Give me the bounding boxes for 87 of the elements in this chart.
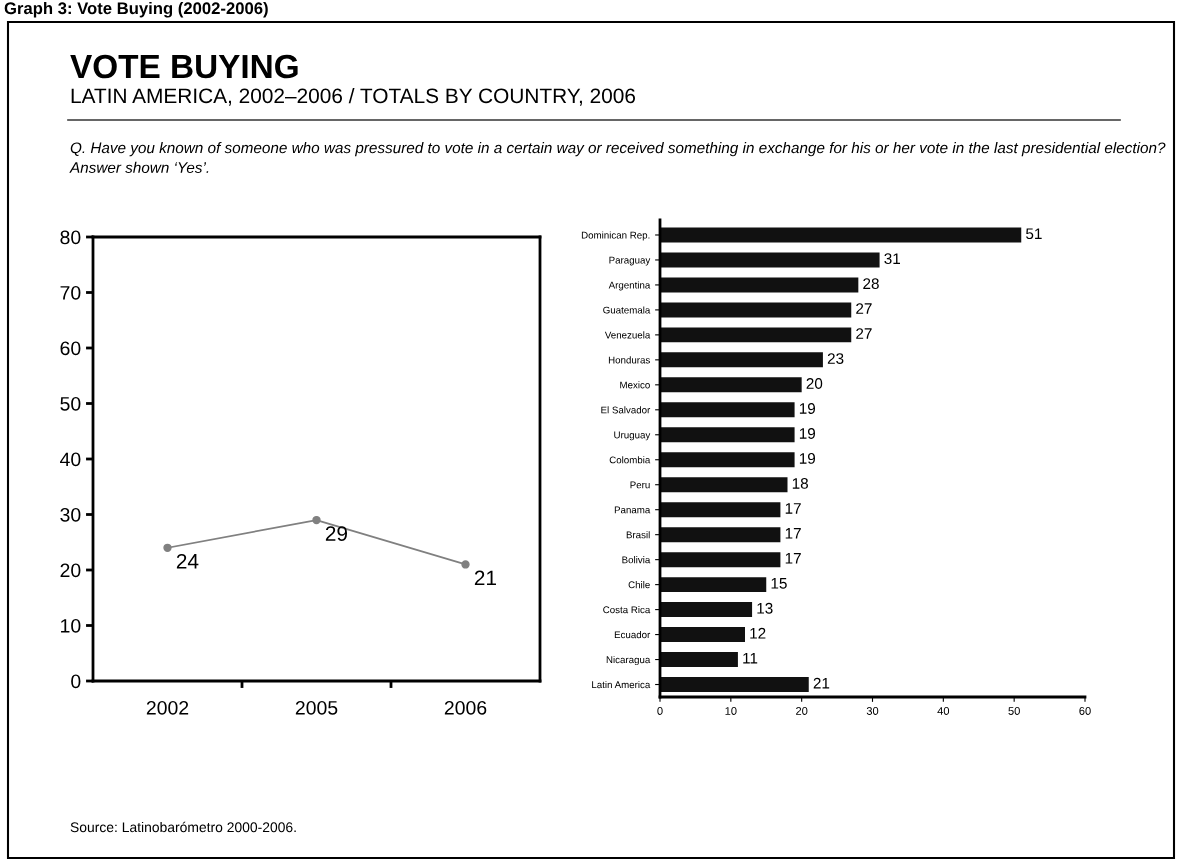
- data-label: 17: [785, 553, 801, 564]
- bar: [660, 677, 809, 693]
- y-tick-label: 10: [61, 618, 81, 633]
- data-label: 11: [743, 652, 758, 664]
- y-tick-label: 0: [71, 674, 81, 689]
- y-tick-label: Ecuador: [614, 631, 651, 639]
- y-tick-label: Chile: [628, 581, 650, 589]
- y-tick-label: 70: [60, 285, 81, 300]
- y-tick-label: Dominican Rep.: [581, 231, 650, 241]
- chart-title: VOTE BUYING: [70, 54, 298, 79]
- bar: [660, 252, 880, 268]
- bar: [660, 277, 859, 293]
- x-tick-label: 60: [1079, 707, 1091, 715]
- data-label: 19: [799, 428, 816, 439]
- source-note: Source: Latinobarómetro 2000-2006.: [70, 821, 296, 833]
- data-label: 21: [474, 570, 496, 586]
- data-label: 17: [785, 528, 801, 539]
- y-tick-label: 20: [60, 563, 81, 578]
- y-tick-label: Colombia: [609, 456, 651, 464]
- data-label: 27: [856, 303, 872, 314]
- data-label: 28: [863, 278, 879, 290]
- bar: [660, 527, 781, 543]
- x-tick-label: 50: [1008, 707, 1020, 715]
- bar: [660, 227, 1022, 243]
- point: [312, 515, 321, 525]
- y-tick-label: Nicaragua: [606, 656, 651, 666]
- data-label: 23: [827, 353, 844, 364]
- y-tick-label: Argentina: [608, 281, 651, 291]
- bar: [660, 602, 753, 618]
- bar: [660, 552, 781, 568]
- x-tick-label: 20: [796, 707, 808, 715]
- bar: [660, 627, 745, 643]
- y-tick-label: Venezuela: [604, 331, 651, 339]
- y-tick-label: 60: [60, 341, 81, 356]
- text: Q. Have you known of someone who was pressured to vote in a certain way or received something in exchange for his or her vote in the last presidential election? Answer shown ‘Yes’.: [69, 142, 1166, 173]
- data-label: 13: [757, 602, 773, 614]
- y-tick-label: El Salvador: [601, 406, 651, 414]
- y-tick-label: Bolivia: [622, 556, 651, 564]
- bar: [660, 402, 795, 418]
- y-tick-label: Costa Rica: [603, 606, 651, 614]
- data-label: 19: [799, 403, 816, 414]
- x-tick-label: 2005: [295, 700, 338, 715]
- bar: [660, 477, 788, 493]
- y-tick-label: Guatemala: [603, 306, 651, 314]
- y-tick-label: 50: [60, 396, 81, 411]
- bar: [660, 352, 823, 368]
- bar: [660, 377, 802, 393]
- chart-subtitle: LATIN AMERICA, 2002–2006 / TOTALS BY COUNTRY, 2006: [71, 87, 636, 106]
- x-tick-label: 2002: [146, 700, 189, 715]
- y-tick-label: 30: [60, 507, 81, 522]
- bar: [660, 327, 852, 343]
- y-tick-label: Brasil: [626, 531, 650, 539]
- bar: [660, 577, 767, 593]
- x-tick-label: 10: [725, 707, 737, 715]
- data-label: 19: [799, 453, 816, 464]
- data-label: 27: [856, 328, 872, 339]
- x-tick-label: 2006: [444, 700, 487, 715]
- data-label: 20: [806, 378, 823, 389]
- y-tick-label: Panama: [614, 506, 651, 514]
- bar: [660, 502, 781, 518]
- data-label: 17: [785, 503, 801, 514]
- y-tick-label: Latin America: [592, 680, 651, 689]
- y-tick-label: Paraguay: [609, 256, 651, 266]
- bar: [660, 302, 852, 318]
- data-label: 21: [813, 677, 830, 689]
- x-tick-label: 0: [657, 707, 663, 715]
- y-tick-label: Honduras: [608, 356, 650, 364]
- data-label: 18: [792, 478, 808, 489]
- data-label: 24: [176, 553, 199, 569]
- data-label: 12: [750, 627, 766, 639]
- data-label: 51: [1026, 228, 1042, 240]
- caption: Graph 3: Vote Buying (2002-2006): [4, 1, 268, 18]
- y-tick-label: Mexico: [620, 381, 650, 389]
- data-label: 31: [884, 253, 900, 265]
- x-tick-label: 30: [866, 707, 879, 715]
- y-tick-label: Uruguay: [614, 431, 651, 441]
- point: [461, 560, 470, 569]
- data-label: 29: [325, 526, 348, 541]
- bar: [660, 452, 795, 468]
- bar: [660, 427, 795, 443]
- y-tick-label: 80: [60, 230, 81, 245]
- data-label: 15: [771, 578, 787, 589]
- y-tick-label: Peru: [630, 481, 650, 489]
- point: [163, 543, 172, 552]
- y-tick-label: 40: [60, 452, 81, 467]
- x-tick-label: 40: [937, 707, 950, 715]
- bar: [660, 652, 738, 668]
